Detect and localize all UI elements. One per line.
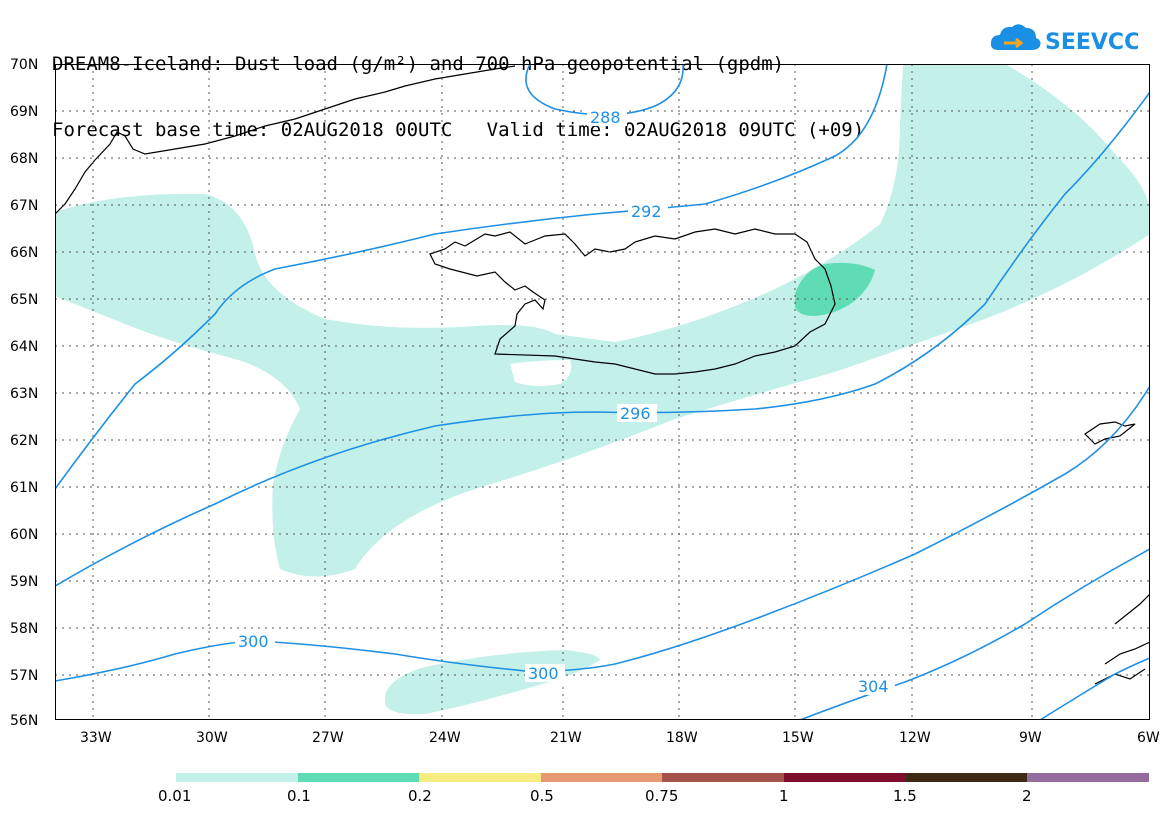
lat-label: 65N xyxy=(10,292,38,308)
contour-304-b xyxy=(1039,657,1151,721)
logo-text: SEEVCCC xyxy=(1045,30,1138,55)
lon-label: 30W xyxy=(196,730,228,746)
lat-label: 62N xyxy=(10,433,38,449)
lat-label: 63N xyxy=(10,386,38,402)
lat-label: 67N xyxy=(10,198,38,214)
lat-label: 56N xyxy=(10,713,38,729)
faroe-islands xyxy=(1084,421,1136,445)
lon-label: 24W xyxy=(429,730,461,746)
coastlines xyxy=(54,65,1151,685)
contour-304 xyxy=(799,548,1151,721)
cloud-icon xyxy=(990,24,1041,50)
iceland-coast xyxy=(429,228,836,375)
seevccc-logo: SEEVCCC xyxy=(988,18,1138,58)
legend-swatch xyxy=(1027,773,1149,782)
legend-label: 1.5 xyxy=(893,787,917,805)
map-frame xyxy=(55,64,1150,720)
lat-label: 64N xyxy=(10,339,38,355)
lat-label: 66N xyxy=(10,245,38,261)
longitude-labels: 33W 30W 27W 24W 21W 18W 15W 12W 9W 6W xyxy=(80,730,1160,746)
title-line-2: Forecast base time: 02AUG2018 00UTC Vali… xyxy=(52,119,865,141)
legend-label: 0.75 xyxy=(645,787,679,805)
lat-label: 68N xyxy=(10,151,38,167)
scotland-coast xyxy=(1094,593,1151,685)
legend-label: 0.2 xyxy=(408,787,432,805)
legend-swatch xyxy=(784,773,906,782)
lon-label: 9W xyxy=(1019,730,1042,746)
map-svg: 288 292 296 300 300 304 xyxy=(54,63,1151,721)
legend-swatch xyxy=(176,773,298,782)
legend-swatch xyxy=(906,773,1027,782)
contour-label-292: 292 xyxy=(631,202,662,221)
greenland-coast xyxy=(54,65,516,215)
lat-label: 70N xyxy=(10,57,38,73)
lat-label: 59N xyxy=(10,574,38,590)
contour-labels: 288 292 296 300 300 304 xyxy=(235,108,895,696)
legend-swatch xyxy=(298,773,419,782)
legend-swatch xyxy=(419,773,541,782)
legend-label: 0.1 xyxy=(287,787,311,805)
contour-label-296: 296 xyxy=(620,404,651,423)
legend-label: 0.5 xyxy=(530,787,554,805)
legend-label: 2 xyxy=(1022,787,1032,805)
lon-label: 18W xyxy=(666,730,698,746)
latitude-labels: 70N 69N 68N 67N 66N 65N 64N 63N 62N 61N … xyxy=(10,57,38,729)
contour-296 xyxy=(54,91,1151,587)
lon-label: 27W xyxy=(312,730,344,746)
contour-label-300-west: 300 xyxy=(238,632,269,651)
lon-label: 6W xyxy=(1137,730,1160,746)
dust-area-low xyxy=(55,64,1150,577)
legend-label: 1 xyxy=(779,787,789,805)
lat-label: 58N xyxy=(10,621,38,637)
lat-label: 60N xyxy=(10,527,38,543)
lon-label: 12W xyxy=(899,730,931,746)
contour-300-a xyxy=(54,385,1151,682)
legend-swatch xyxy=(541,773,662,782)
lat-label: 61N xyxy=(10,480,38,496)
graticule xyxy=(55,64,1150,720)
lat-label: 69N xyxy=(10,104,38,120)
contour-292 xyxy=(54,63,888,490)
legend-colorbar xyxy=(176,773,1149,782)
dust-area-east xyxy=(795,262,875,316)
map-panel: 288 292 296 300 300 304 xyxy=(54,63,1151,721)
lon-label: 15W xyxy=(782,730,814,746)
contour-label-300-south: 300 xyxy=(528,664,559,683)
legend-swatch xyxy=(662,773,784,782)
lat-label: 57N xyxy=(10,668,38,684)
legend-label: 0.01 xyxy=(158,787,192,805)
contour-label-288: 288 xyxy=(590,108,621,127)
lon-label: 21W xyxy=(550,730,582,746)
contour-label-304: 304 xyxy=(858,677,889,696)
lon-label: 33W xyxy=(80,730,112,746)
